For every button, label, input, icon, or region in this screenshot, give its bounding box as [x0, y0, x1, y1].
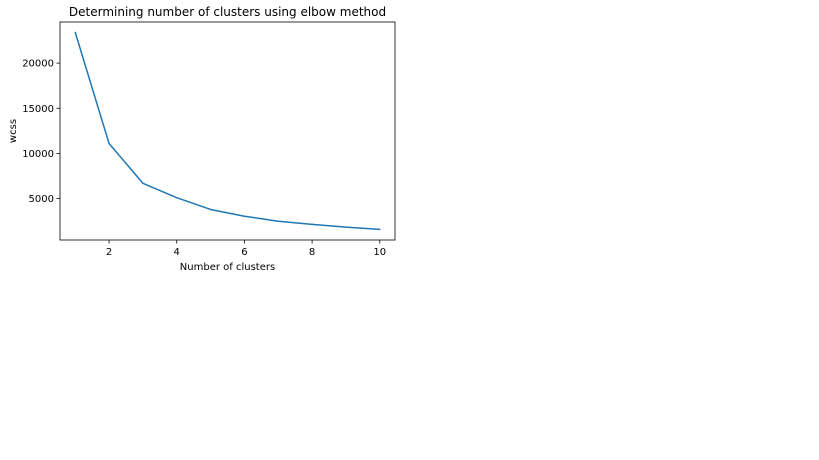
y-tick-label: 10000 — [22, 149, 54, 160]
y-tick-label: 20000 — [22, 59, 54, 70]
y-axis-ticks: 5000 10000 15000 20000 — [22, 59, 60, 205]
data-point — [311, 223, 313, 226]
x-tick-label: 8 — [309, 247, 315, 258]
x-tick-label: 6 — [241, 247, 247, 258]
x-tick-label: 4 — [174, 247, 180, 258]
x-tick-label: 2 — [106, 247, 112, 258]
x-axis-label: Number of clusters — [180, 262, 275, 273]
chart-title: Determining number of clusters using elb… — [69, 5, 386, 19]
data-point — [379, 228, 381, 231]
data-point — [277, 220, 280, 222]
data-point — [243, 215, 246, 217]
x-tick-label: 10 — [373, 247, 386, 258]
y-tick-label: 15000 — [22, 104, 54, 115]
plot-area — [74, 31, 381, 231]
data-point — [108, 142, 110, 145]
y-tick-label: 5000 — [29, 194, 54, 205]
data-point — [175, 196, 178, 199]
data-point — [345, 226, 347, 228]
y-axis-label: wcss — [8, 119, 19, 143]
data-point — [142, 182, 144, 185]
plot-frame — [59, 21, 396, 241]
series-line — [74, 32, 380, 231]
data-point — [209, 208, 212, 211]
data-point — [74, 31, 76, 34]
x-axis-ticks: 2 4 6 8 10 — [106, 240, 386, 258]
